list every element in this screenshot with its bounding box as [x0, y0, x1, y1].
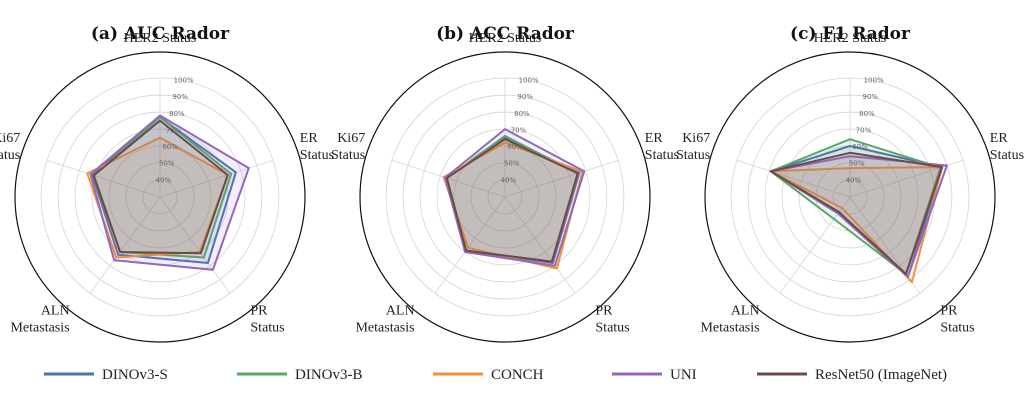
axis-spoke: [89, 196, 161, 294]
series-conch: [769, 166, 944, 284]
outer-frame: [359, 51, 651, 343]
axis-spoke: [391, 159, 506, 198]
series-resnet50-imagenet: [445, 138, 579, 263]
axis-spoke: [504, 196, 576, 294]
axis-label-er: ER Status: [645, 131, 679, 163]
legend-label-dinov3-s: DINOv3-S: [102, 367, 168, 383]
axis-spoke: [736, 159, 851, 198]
series-resnet50-imagenet: [92, 119, 229, 255]
axis-spoke: [849, 159, 964, 198]
legend: DINOv3-S DINOv3-B CONCH UNI ResNet50 (ImageN…: [44, 367, 947, 383]
tick-label: 90%: [172, 93, 188, 101]
axis-label-pr: PR Status: [595, 304, 629, 336]
axis-label-er: ER Status: [990, 131, 1024, 163]
chart-title: (a) AUC Rador: [91, 24, 230, 44]
tick-label: 60%: [852, 143, 868, 151]
tick-label: 40%: [846, 176, 862, 184]
tick-label: 40%: [501, 176, 517, 184]
legend-label-dinov3-b: DINOv3-B: [295, 367, 363, 383]
tick-label: 100%: [174, 77, 194, 85]
axis-label-er: ER Status: [300, 131, 334, 163]
tick-label: 70%: [166, 126, 182, 134]
axis-label-aln: ALN Metastasis: [355, 304, 414, 336]
chart-title: (b) ACC Rador: [436, 24, 575, 44]
axis-label-aln: ALN Metastasis: [700, 304, 759, 336]
legend-label-resnet50-imagenet: ResNet50 (ImageNet): [815, 367, 947, 383]
legend-label-uni: UNI: [670, 367, 697, 383]
axis-spoke: [434, 196, 506, 294]
tick-label: 70%: [511, 126, 527, 134]
axis-label-pr: PR Status: [940, 304, 974, 336]
axis-spoke: [504, 159, 619, 198]
tick-label: 60%: [507, 143, 523, 151]
tick-label: 80%: [514, 110, 530, 118]
axis-spoke: [159, 159, 274, 198]
axis-label-her2: HER2 Status: [124, 31, 197, 46]
axis-label-pr: PR Status: [250, 304, 284, 336]
tick-label: 50%: [159, 160, 175, 168]
tick-label: 70%: [856, 126, 872, 134]
axis-label-aln: ALN Metastasis: [10, 304, 69, 336]
tick-label: 50%: [504, 160, 520, 168]
legend-label-conch: CONCH: [491, 367, 544, 383]
tick-label: 40%: [156, 176, 172, 184]
series-resnet50-imagenet: [769, 151, 944, 275]
outer-frame: [704, 51, 996, 343]
radar-chart-f1: (c) F1 Rador 40% 50% 60% 70% 80% 90% 100% HER2 S…: [676, 24, 1024, 343]
axis-spoke: [46, 159, 161, 198]
tick-label: 90%: [517, 93, 533, 101]
axis-label-her2: HER2 Status: [469, 31, 542, 46]
series-uni: [444, 128, 586, 267]
tick-label: 90%: [862, 93, 878, 101]
outer-frame: [14, 51, 306, 343]
tick-label: 80%: [169, 110, 185, 118]
tick-label: 50%: [849, 160, 865, 168]
radar-chart-acc: (b) ACC Rador 40% 50% 60% 70% 80% 90% 100% HER2 …: [331, 24, 679, 343]
tick-label: 100%: [519, 77, 539, 85]
radar-chart-auc: (a) AUC Rador 40% 50% 60% 70% 80% 90% 100% HER2 …: [0, 24, 334, 343]
axis-spoke: [159, 196, 231, 294]
tick-label: 100%: [864, 77, 884, 85]
axis-label-her2: HER2 Status: [814, 31, 887, 46]
chart-title: (c) F1 Rador: [790, 24, 911, 44]
tick-label: 80%: [859, 110, 875, 118]
tick-label: 60%: [162, 143, 178, 151]
